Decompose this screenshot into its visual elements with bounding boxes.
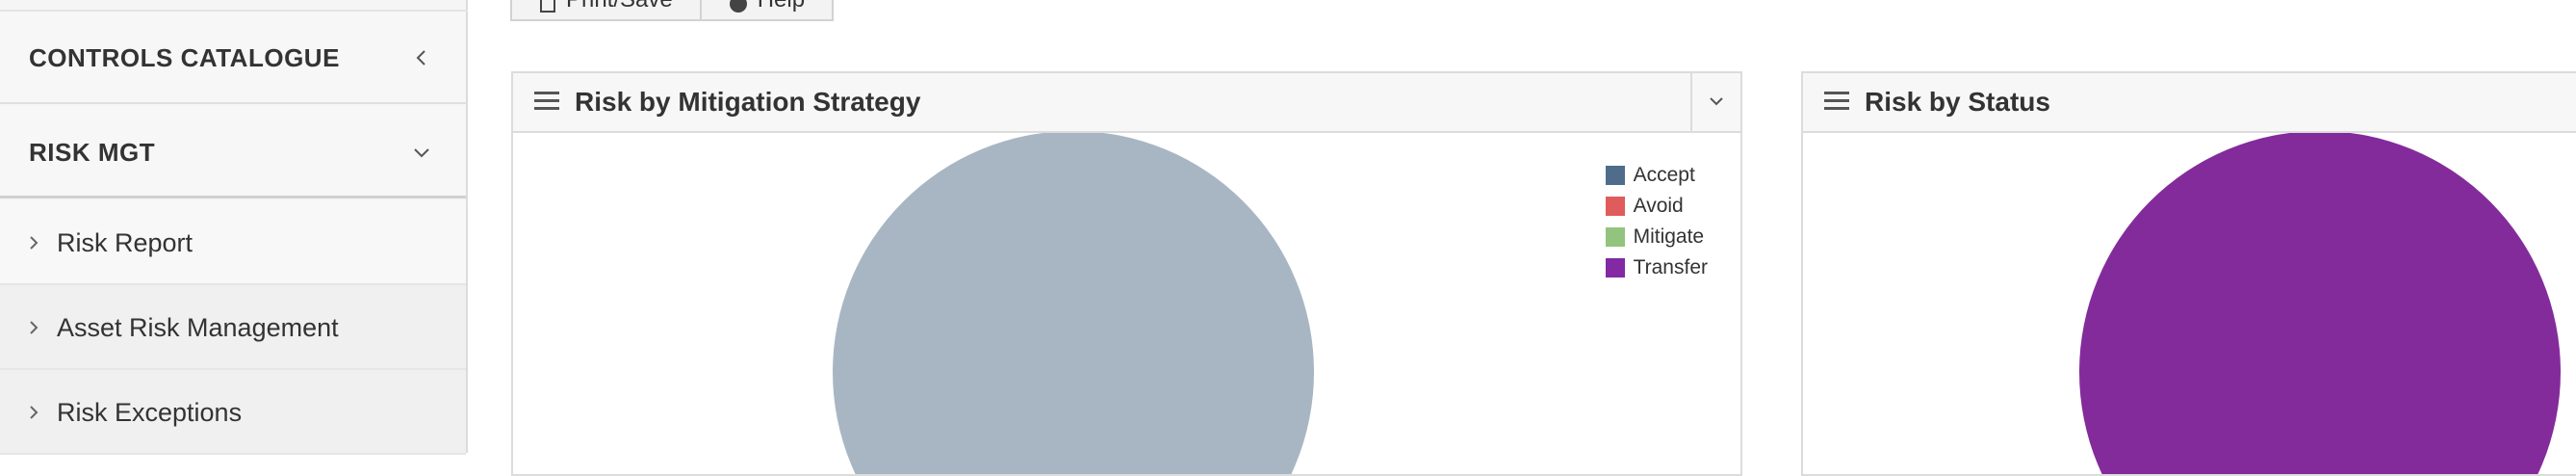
help-icon: [729, 0, 747, 13]
legend-label: Avoid: [1633, 195, 1684, 217]
chevron-right-icon: [30, 406, 39, 419]
sidebar-item-risk-report[interactable]: Risk Report: [0, 200, 466, 285]
print-save-button[interactable]: Print/Save: [510, 0, 702, 21]
sidebar-section-label: CONTROLS CATALOGUE: [29, 43, 340, 72]
chevron-right-icon: [30, 321, 39, 334]
chevron-down-icon: [414, 148, 429, 158]
legend-label: Transfer: [1633, 256, 1708, 278]
sidebar-item-risk-exceptions[interactable]: Risk Exceptions: [0, 370, 466, 455]
chevron-down-icon: [1710, 97, 1723, 106]
panel-header: Risk by Status: [1803, 73, 2576, 133]
legend-item-transfer[interactable]: Transfer: [1605, 252, 1708, 283]
sidebar-item-label: Asset Risk Management: [57, 313, 339, 342]
menu-icon[interactable]: [1824, 91, 1849, 112]
legend-item-avoid[interactable]: Avoid: [1605, 191, 1708, 222]
print-save-label: Print/Save: [566, 0, 673, 13]
pie-chart: [833, 133, 1314, 474]
panel-title: Risk by Mitigation Strategy: [575, 87, 921, 117]
panel-risk-by-status: Risk by Status: [1801, 71, 2576, 476]
legend-swatch: [1605, 197, 1625, 216]
menu-icon[interactable]: [534, 91, 559, 112]
sidebar-item-label: Risk Report: [57, 228, 193, 257]
sidebar-item-asset-risk-management[interactable]: Asset Risk Management: [0, 285, 466, 370]
legend-label: Mitigate: [1633, 225, 1705, 248]
sidebar: CONTROLS CATALOGUE RISK MGT Risk Report …: [0, 0, 468, 455]
chart-area: [1803, 133, 2576, 474]
sidebar-section-label: RISK MGT: [29, 138, 156, 167]
legend-item-accept[interactable]: Accept: [1605, 160, 1708, 191]
legend: Accept Avoid Mitigate Transfer: [1605, 160, 1708, 283]
sidebar-section-risk-mgt[interactable]: RISK MGT: [0, 106, 466, 198]
chevron-right-icon: [30, 236, 39, 250]
help-label: Help: [758, 0, 805, 13]
pie-slice-accept[interactable]: [833, 133, 1314, 474]
pie-chart: [2079, 133, 2561, 474]
sidebar-divider: [0, 10, 468, 12]
chevron-left-icon: [416, 50, 425, 66]
help-button[interactable]: Help: [701, 0, 835, 21]
panel-header: Risk by Mitigation Strategy: [513, 73, 1740, 133]
legend-swatch: [1605, 258, 1625, 278]
legend-swatch: [1605, 166, 1625, 185]
pie-slice[interactable]: [2079, 133, 2561, 474]
document-icon: [540, 0, 555, 13]
sidebar-item-label: Risk Exceptions: [57, 398, 243, 427]
chart-area: Accept Avoid Mitigate Transfer: [513, 133, 1740, 474]
toolbar: Print/Save Help: [510, 0, 835, 21]
legend-label: Accept: [1633, 164, 1695, 186]
legend-swatch: [1605, 227, 1625, 247]
sidebar-section-controls-catalogue[interactable]: CONTROLS CATALOGUE: [0, 12, 466, 104]
legend-item-mitigate[interactable]: Mitigate: [1605, 222, 1708, 252]
collapse-button[interactable]: [1690, 73, 1740, 131]
panel-risk-by-mitigation-strategy: Risk by Mitigation Strategy Accept Avoid…: [511, 71, 1742, 476]
panel-title: Risk by Status: [1865, 87, 2050, 117]
